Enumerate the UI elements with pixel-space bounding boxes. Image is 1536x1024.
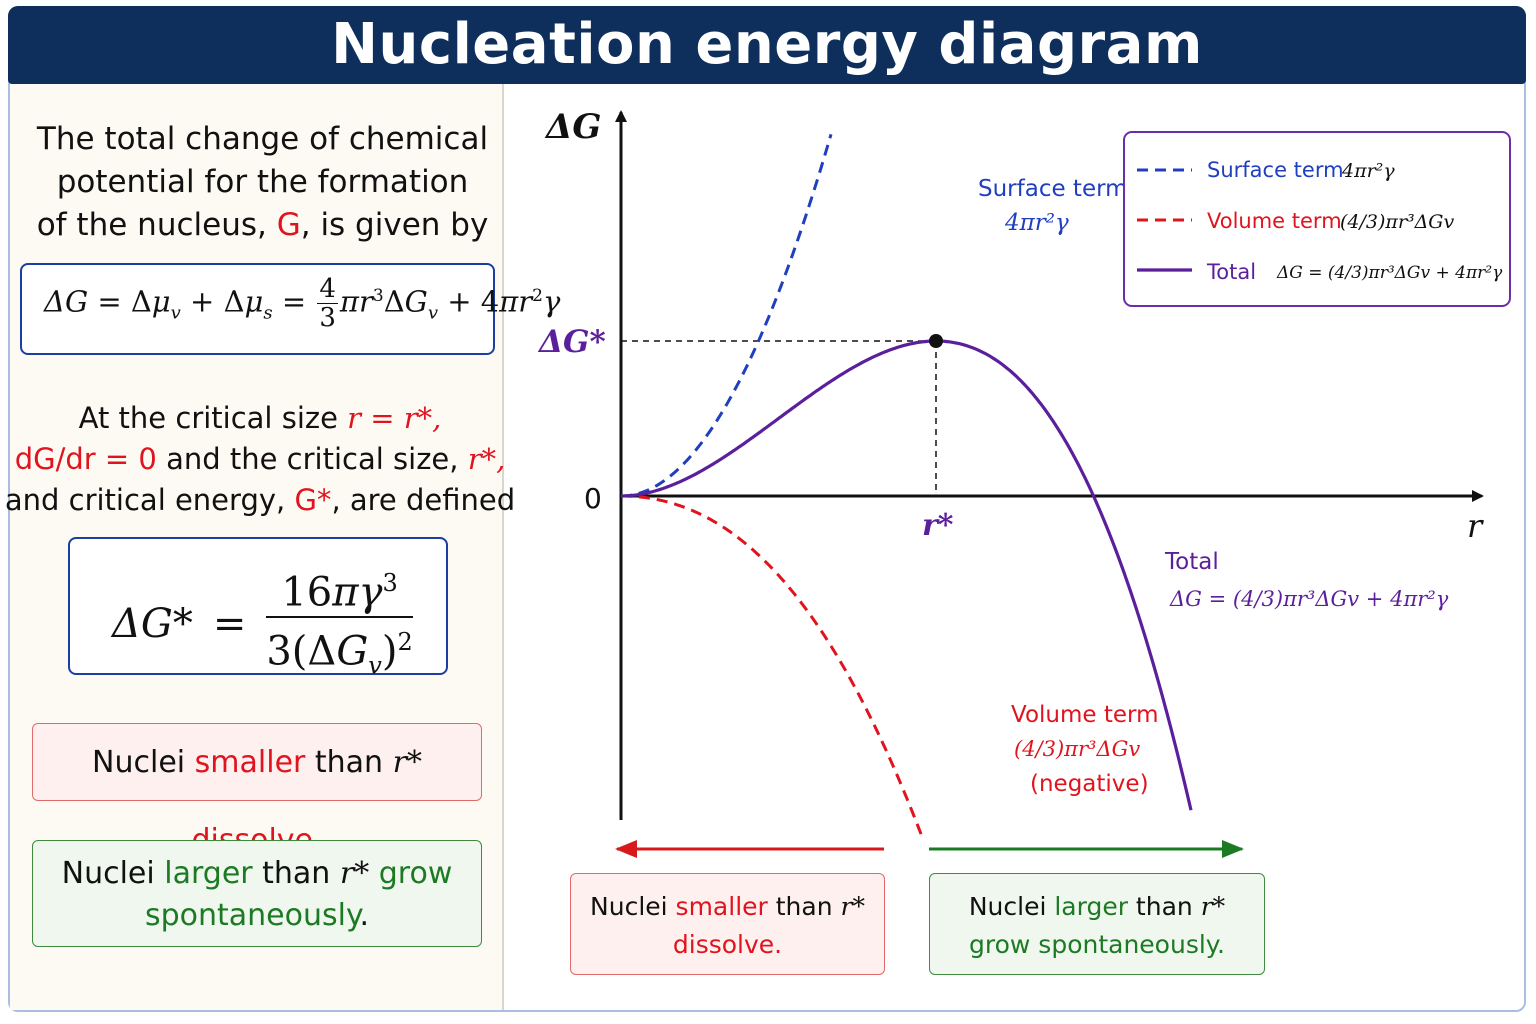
legend-box — [1123, 131, 1511, 307]
surface-term-label: Surface term — [978, 176, 1128, 202]
free-energy-equation: ΔG = Δμv + Δμs = 4 3 πr3ΔGv + 4πr2γ — [44, 274, 561, 333]
critical-radius-label: r* — [922, 508, 954, 543]
left-panel: The total change of chemical potential f… — [5, 84, 560, 1010]
intro-line-2: potential for the formation — [56, 164, 469, 200]
y-axis-label: ΔG — [544, 107, 601, 147]
page-title: Nucleation energy diagram — [331, 12, 1203, 77]
surface-term-curve — [621, 133, 833, 498]
legend-formula-total: ΔG = (4/3)πr³ΔGv + 4πr²γ — [1276, 263, 1503, 283]
volume-term-curve — [621, 494, 925, 840]
header-bar: Nucleation energy diagram — [8, 6, 1526, 84]
volume-term-note: (negative) — [1030, 771, 1149, 797]
critical-energy-equation-box: ΔG* = 16πγ3 3(ΔGv)2 — [68, 537, 448, 680]
total-curve — [621, 339, 1193, 811]
legend-formula-volume: (4/3)πr³ΔGv — [1340, 211, 1454, 233]
large-nuclei-note: Nuclei larger than r* grow spontaneously… — [32, 840, 482, 947]
peak-energy-label: ΔG* — [537, 324, 606, 360]
legend-label-volume: Volume term — [1207, 209, 1342, 233]
grow-box: Nuclei larger than r* grow spontaneously… — [929, 873, 1265, 975]
free-energy-equation-box: ΔG = Δμv + Δμs = 4 3 πr3ΔGv + 4πr2γ — [20, 263, 560, 355]
volume-term-label: Volume term — [1011, 702, 1158, 728]
intro-text: The total change of chemical potential f… — [10, 118, 515, 247]
critical-point-marker — [929, 334, 943, 348]
total-label: Total — [1164, 549, 1219, 575]
x-axis-label: r — [1467, 507, 1484, 545]
intro-line-1: The total change of chemical — [36, 121, 489, 157]
legend-label-total: Total — [1206, 260, 1256, 284]
legend-label-surface: Surface term — [1207, 158, 1344, 182]
critical-energy-equation: ΔG* = 16πγ3 3(ΔGv)2 — [112, 559, 413, 690]
zero-label: 0 — [584, 482, 602, 515]
dissolve-box: Nuclei smaller than r* dissolve. — [570, 873, 885, 975]
surface-term-formula: 4πr²γ — [1004, 210, 1069, 236]
volume-term-formula: (4/3)πr³ΔGv — [1014, 737, 1140, 761]
legend-formula-surface: 4πr²γ — [1341, 160, 1395, 182]
intro-line-3: of the nucleus, G, is given by — [36, 207, 489, 243]
total-formula: ΔG = (4/3)πr³ΔGv + 4πr²γ — [1169, 587, 1449, 611]
critical-size-text: At the critical size r = r*, dG/dr = 0 a… — [4, 401, 516, 517]
